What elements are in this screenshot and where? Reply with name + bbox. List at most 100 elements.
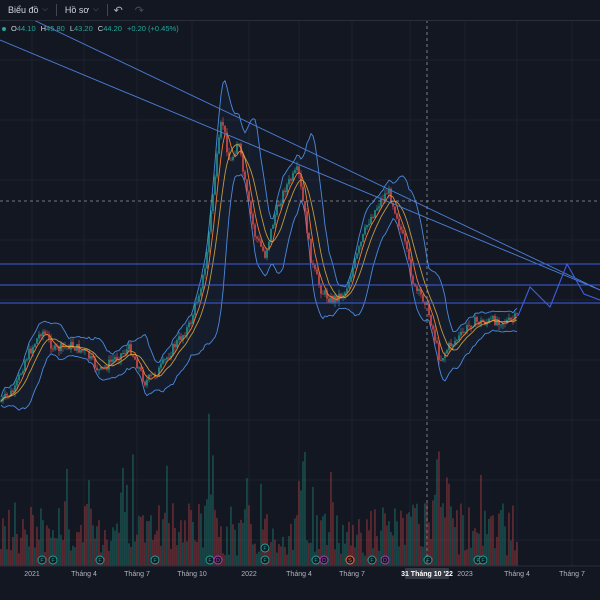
- volume-bar: [168, 523, 170, 566]
- volume-bar: [14, 502, 16, 566]
- candle-body: [156, 376, 158, 378]
- candle-body: [464, 332, 466, 334]
- candle-body: [72, 342, 74, 349]
- event-marker[interactable]: D: [319, 555, 329, 565]
- volume-bar: [324, 513, 326, 566]
- candle-body: [460, 331, 462, 336]
- volume-bar: [202, 547, 204, 566]
- volume-bar: [514, 550, 516, 566]
- volume-bar: [286, 554, 288, 566]
- candle-body: [352, 267, 354, 277]
- event-marker[interactable]: F: [367, 555, 377, 565]
- event-marker[interactable]: D: [380, 555, 390, 565]
- candle-body: [268, 241, 270, 250]
- volume-bar: [70, 550, 72, 566]
- event-marker-label: D: [216, 558, 220, 564]
- volume-bar: [238, 523, 240, 566]
- candle-body: [180, 336, 182, 340]
- candle-body: [288, 179, 290, 185]
- candle-body: [176, 340, 178, 348]
- event-marker-label: F: [476, 558, 480, 564]
- volume-bar: [436, 459, 438, 566]
- volume-bars: [0, 413, 518, 566]
- profile-menu-button[interactable]: Hồ sơ ⌵: [57, 0, 107, 20]
- event-marker[interactable]: F: [37, 555, 47, 565]
- candle-body: [110, 359, 112, 362]
- volume-bar: [190, 509, 192, 566]
- volume-bar: [88, 480, 90, 566]
- toolbar-divider: [55, 4, 57, 16]
- event-marker[interactable]: F: [48, 555, 58, 565]
- volume-bar: [164, 512, 166, 566]
- volume-bar: [282, 536, 284, 566]
- candle-body: [246, 179, 248, 192]
- volume-bar: [234, 529, 236, 566]
- candle-body: [160, 363, 162, 368]
- event-marker[interactable]: F: [95, 555, 105, 565]
- candle-body: [374, 210, 376, 218]
- candle-body: [100, 366, 102, 370]
- volume-bar: [184, 520, 186, 566]
- candle-body: [18, 374, 20, 381]
- volume-bar: [62, 540, 64, 566]
- event-marker[interactable]: D: [213, 555, 223, 565]
- event-marker[interactable]: F: [423, 555, 433, 565]
- candle-body: [510, 317, 512, 320]
- event-marker[interactable]: F: [260, 555, 270, 565]
- undo-icon[interactable]: ↶: [113, 4, 123, 17]
- event-markers[interactable]: F F F F F DFF F D S F D F F F: [37, 543, 488, 565]
- volume-bar: [108, 550, 110, 566]
- volume-bar: [452, 518, 454, 566]
- candle-body: [206, 252, 208, 269]
- candle-body: [360, 241, 362, 247]
- candle-body: [368, 223, 370, 226]
- event-marker[interactable]: F: [205, 555, 215, 565]
- volume-bar: [516, 541, 518, 566]
- trendline-upper[interactable]: [0, 3, 600, 291]
- volume-bar: [358, 519, 360, 566]
- drawing-lines[interactable]: [0, 3, 600, 317]
- event-marker[interactable]: F: [150, 555, 160, 565]
- event-marker[interactable]: S: [345, 555, 355, 565]
- volume-bar: [418, 524, 420, 566]
- candle-body: [6, 393, 8, 396]
- chart-menu-button[interactable]: Biểu đồ ⌵: [0, 0, 56, 20]
- candle-body: [260, 240, 262, 247]
- volume-bar: [328, 532, 330, 566]
- candle-body: [122, 353, 124, 355]
- volume-bar: [308, 543, 310, 566]
- volume-bar: [480, 474, 482, 566]
- candle-body: [358, 246, 360, 254]
- event-marker[interactable]: F: [311, 555, 321, 565]
- candle-body: [238, 143, 240, 145]
- volume-bar: [180, 520, 182, 566]
- candle-body: [174, 344, 176, 348]
- event-marker-circle: [345, 555, 355, 565]
- candle-body: [12, 390, 14, 393]
- volume-bar: [290, 523, 292, 566]
- x-tick-label: Tháng 7: [339, 571, 365, 578]
- redo-icon[interactable]: ↷: [134, 4, 145, 17]
- high-value: 45.80: [46, 24, 65, 33]
- volume-bar: [136, 534, 138, 566]
- event-marker-label: F: [481, 558, 485, 564]
- candle-body: [436, 340, 438, 343]
- volume-bar: [232, 524, 234, 566]
- candle-body: [230, 159, 232, 161]
- volume-bar: [346, 531, 348, 566]
- event-marker[interactable]: F: [478, 555, 488, 565]
- candle-body: [234, 153, 236, 157]
- volume-bar: [254, 543, 256, 566]
- ma-fast-line: [0, 133, 518, 402]
- volume-bar: [206, 499, 208, 566]
- time-axis[interactable]: 2021 Tháng 4 Tháng 7 Tháng 10 2022 Tháng 4 Thá…: [0, 565, 600, 600]
- trendline-lower[interactable]: [0, 39, 600, 291]
- toolbar-divider: [106, 4, 108, 16]
- candle-body: [262, 246, 264, 251]
- volume-bar: [220, 526, 222, 566]
- projection-path[interactable]: [517, 262, 600, 317]
- volume-bar: [472, 530, 474, 566]
- candle-body: [498, 319, 500, 326]
- event-marker[interactable]: F: [260, 543, 270, 553]
